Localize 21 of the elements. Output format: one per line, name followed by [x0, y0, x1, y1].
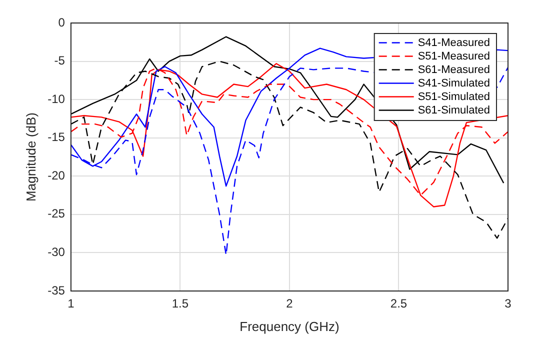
y-tick-label: -35: [48, 283, 66, 298]
x-tick-label: 3: [504, 296, 512, 311]
x-tick-label: 1: [68, 296, 75, 311]
x-tick-label: 1.5: [172, 296, 189, 311]
y-tick-label: -10: [48, 92, 66, 106]
x-tick-label: 2.5: [390, 296, 408, 311]
legend-label: S51-Simulated: [418, 90, 490, 103]
legend-label: S61-Measured: [418, 64, 490, 76]
y-tick-label: -5: [54, 54, 66, 68]
legend-label: S41-Simulated: [418, 77, 490, 90]
x-axis-title: Frequency (GHz): [240, 318, 340, 334]
y-tick-label: -30: [48, 245, 66, 260]
x-tick-label: 2: [286, 296, 294, 311]
legend-label: S41-Measured: [418, 36, 490, 49]
y-tick-label: -25: [48, 206, 66, 221]
y-tick-label: 0: [58, 15, 66, 30]
y-tick-label: -20: [48, 168, 66, 182]
legend-label: S51-Measured: [418, 50, 490, 62]
y-axis-title: Magnitude (dB): [23, 112, 38, 202]
legend-label: S61-Simulated: [418, 104, 490, 116]
y-tick-label: -15: [48, 130, 66, 144]
